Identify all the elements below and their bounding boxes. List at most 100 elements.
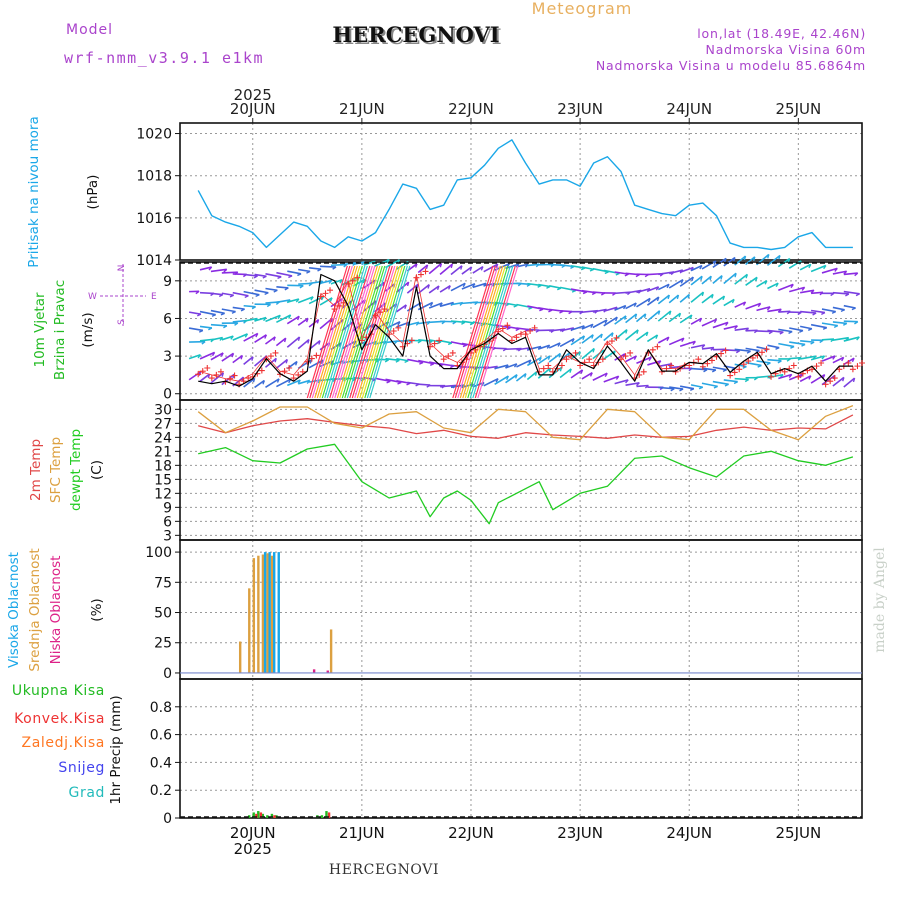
wind-arrow [745,302,761,310]
wind-arrow [407,358,424,364]
gust-marker [336,302,343,309]
wind-arrowhead [636,329,639,334]
frozen-precip-label: Zaledj.Kisa [22,735,105,751]
gust-marker [758,349,765,356]
wind-arrowhead [615,375,620,380]
wind-arrow [232,306,245,310]
wind-arrow [625,329,639,341]
storm-hatch [326,265,368,399]
wind-arrowhead [569,368,572,373]
wind-arrow [778,310,791,313]
storm-hatch [354,265,396,399]
storm-hatch [316,265,358,399]
wind-arrowhead [538,357,542,362]
wind-arrow [516,327,529,331]
wind-arrow [243,273,258,277]
wind-arrow [657,336,670,344]
gust-marker [317,293,324,300]
gust-marker [531,324,538,331]
wind-arrowhead [845,293,850,297]
wind-arrowhead [524,373,527,378]
wind-arrow [712,321,729,329]
wind-arrow [287,298,300,303]
wind-arrow [603,350,616,360]
wind-ylabel-2: Brzina i Pravac [52,280,68,380]
gust-marker [768,373,775,380]
wind-arrow [549,328,566,332]
lonlat-label: lon,lat (18.49E, 42.46N) [697,26,866,41]
wind-arrowhead [633,355,637,360]
wind-arrowhead [320,359,324,364]
wind-arrow [515,373,527,382]
wind-arrow [789,356,802,360]
wind-arrow [581,372,593,380]
wind-arrow [690,367,708,371]
wind-arrowhead [624,273,629,277]
wind-arrowhead [263,317,267,322]
wind-arrowhead [221,372,224,377]
wind-arrow [756,306,771,312]
wind-arrow [810,264,827,273]
wind-arrow [603,332,614,342]
wind-arrow [309,280,324,285]
wind-arrow [690,291,704,303]
gust-marker [859,359,865,366]
wind-arrow [199,373,211,382]
wind-arrowhead [460,265,463,270]
wind-arrow [657,294,670,305]
wind-arrowhead [469,266,473,271]
wind-arrow [767,329,784,333]
bottom-date-tick: 20JUN [230,824,276,842]
top-date-tick: 23JUN [557,100,603,118]
wind-arrowhead [295,361,298,366]
storm-hatch [356,265,398,399]
wind-arrowhead [725,321,729,327]
wind-arrow [221,335,234,341]
wind-arrow [319,341,331,351]
y-tick-label: 1020 [136,127,172,143]
gust-marker [372,312,379,319]
wind-arrowhead [415,263,418,268]
wind-arrowhead [615,272,620,276]
storm-hatch [469,265,511,399]
wind-arrow [559,337,575,348]
wind-arrowhead [731,299,735,304]
wind-arrow [810,309,826,314]
mid-cloud-bar [329,629,333,673]
temp-unit: (C) [89,460,105,480]
storm-hatch [321,265,363,399]
gust-marker [513,334,520,341]
wind-arrow [767,358,782,362]
wind-arrowhead [666,283,670,289]
wind-arrowhead [469,322,475,326]
wind-arrowhead [832,355,836,360]
wind-arrowhead [687,294,690,299]
wind-arrowhead [701,291,705,297]
wind-arrow [800,340,815,343]
wind-arrowhead [604,319,608,324]
page-title: HERCEGNOVI [332,22,499,47]
y-tick-label: 0.8 [150,700,172,716]
wind-arrowhead [710,347,715,351]
wind-arrow [461,283,476,290]
model-elevation-label: Nadmorska Visina u modelu 85.6864m [596,58,866,73]
y-tick-label: 12 [154,486,172,502]
wind-arrowhead [724,383,729,387]
gust-marker [558,362,565,369]
wind-arrowhead [404,304,407,309]
wind-arrow [603,316,618,327]
wind-arrowhead [320,296,325,301]
gust-marker [831,375,838,382]
wind-arrow [614,304,627,311]
wind-arrow [701,367,716,371]
wind-arrow [341,262,356,266]
wind-arrow [297,296,314,304]
wind-arrow [679,276,694,287]
wind-arrow [690,317,702,325]
graupel-label: Grad [69,785,105,801]
wind-arrow [548,352,561,363]
wind-arrow [297,379,310,385]
wind-arrow [592,291,605,294]
wind-arrow [243,290,260,296]
wind-arrowhead [329,297,333,302]
